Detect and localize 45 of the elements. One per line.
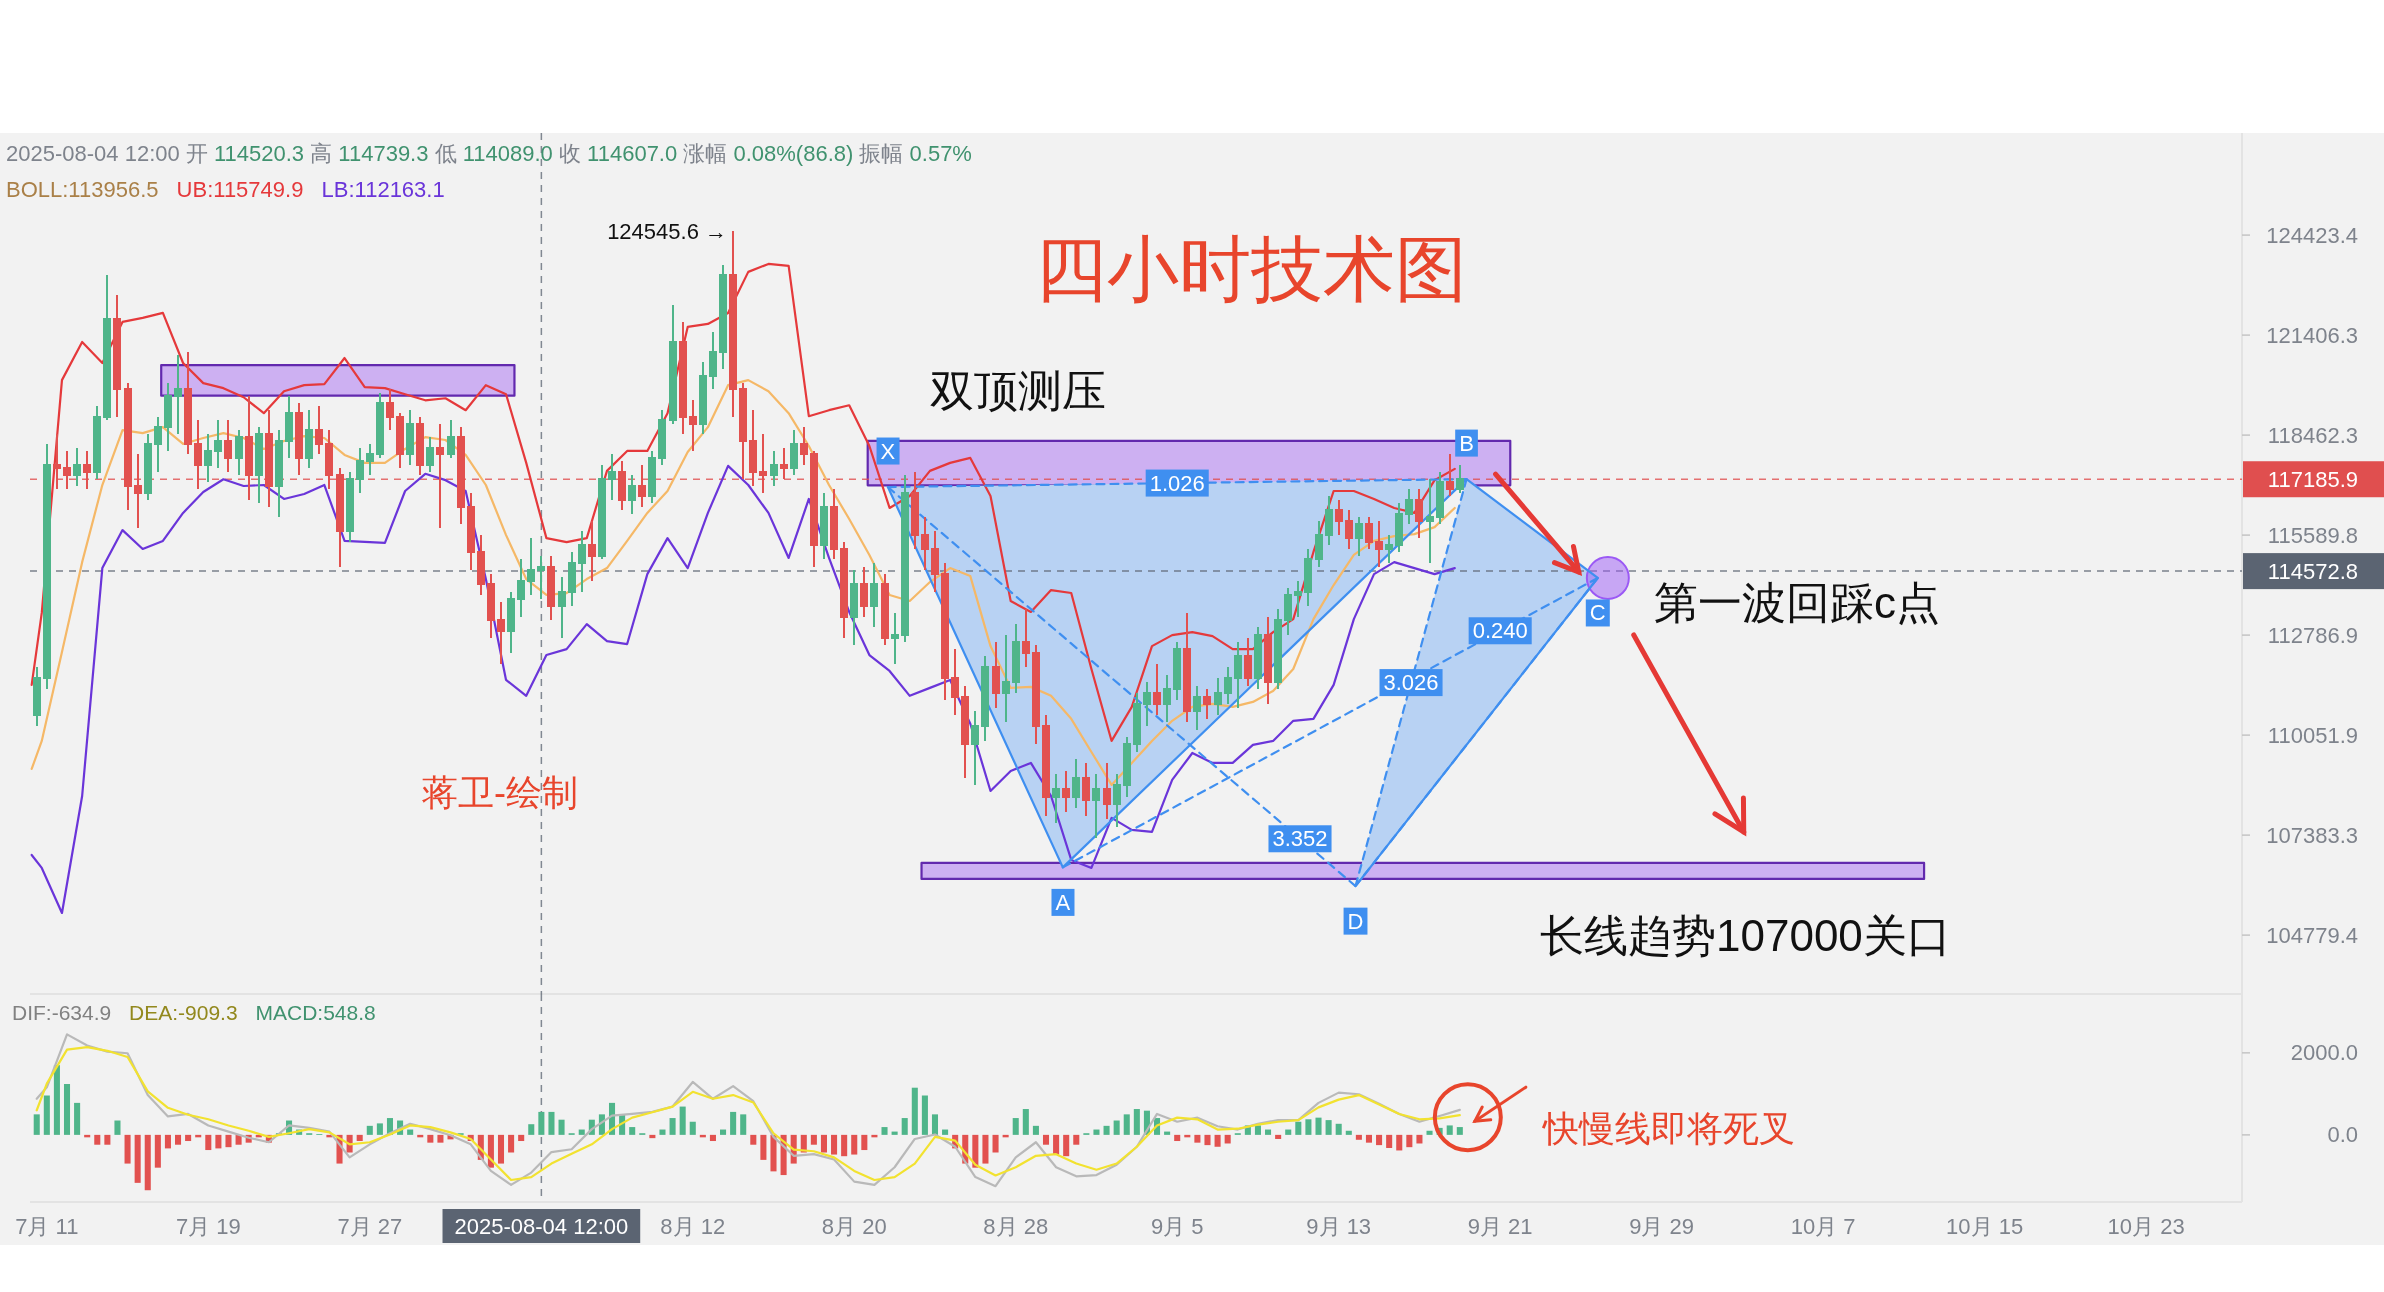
annotation: 双顶测压 [930, 365, 1106, 415]
annotation: 0.240 [1472, 618, 1528, 644]
x-tick-label: 8月 20 [821, 1213, 887, 1239]
y-tick-label: 112786.9 [2267, 622, 2358, 648]
annotation: 第一波回踩c点 [1654, 577, 1940, 627]
data-label: D [1347, 908, 1364, 934]
annotation: BOLL:113956.5 UB:115749.9 LB:112163.1 [6, 176, 445, 202]
y-tick-label: 107383.3 [2266, 822, 2358, 848]
text: 四小时技术图 [1035, 229, 1467, 309]
y-tick-label: 0.0 [2327, 1122, 2358, 1148]
x-tick-label: 9月 29 [1629, 1213, 1695, 1239]
ref-line-label: 2025-08-04 12:00 [454, 1213, 629, 1239]
text: 2025-08-04 12:00 开 114520.3 高 114739.3 低 114089.0 收 114607.0 涨幅 0.08%(86.8) 振幅 0.57% [6, 140, 972, 166]
x-tick-label: 10月 15 [1946, 1213, 2024, 1239]
x-tick-label: 7月 11 [15, 1213, 79, 1239]
data-label: C [1589, 600, 1606, 626]
data-label: B [1459, 430, 1474, 456]
data-label: X [880, 438, 896, 464]
annotation: 快慢线即将死叉 [1541, 1107, 1795, 1149]
y-tick-label: 118462.3 [2267, 422, 2358, 448]
annotation: DIF:-634.9 DEA:-909.3 MACD:548.8 [12, 1000, 376, 1024]
ref-line-label: 114572.8 [2267, 558, 2358, 584]
x-tick-label: 9月 13 [1306, 1213, 1372, 1239]
annotation: 蒋卫-绘制 [422, 771, 578, 813]
x-tick-label: 10月 23 [2107, 1213, 2185, 1239]
x-tick-label: 9月 21 [1467, 1213, 1533, 1239]
x-tick-label: 7月 27 [337, 1213, 403, 1239]
annotation: 3.026 [1383, 670, 1439, 696]
y-tick-label: 124423.4 [2266, 222, 2358, 248]
data-label: A [1055, 889, 1071, 915]
annotation: 3.352 [1272, 826, 1328, 852]
y-tick-label: 121406.3 [2266, 322, 2358, 348]
text: 124545.6 → [607, 218, 727, 244]
y-tick-label: 2000.0 [2290, 1040, 2358, 1066]
x-tick-label: 7月 19 [175, 1213, 241, 1239]
x-tick-label: 9月 5 [1150, 1213, 1204, 1239]
x-tick-label: 8月 28 [983, 1213, 1049, 1239]
annotation: 长线趋势107000关口 [1540, 910, 1951, 960]
y-tick-label: 115589.8 [2267, 522, 2358, 548]
annotation: 1.026 [1149, 470, 1205, 496]
x-tick-label: 8月 12 [660, 1213, 726, 1239]
y-tick-label: 110051.9 [2267, 722, 2358, 748]
y-tick-label: 104779.4 [2266, 922, 2358, 948]
x-tick-label: 10月 7 [1790, 1213, 1856, 1239]
ref-line-label: 117185.9 [2267, 466, 2358, 492]
